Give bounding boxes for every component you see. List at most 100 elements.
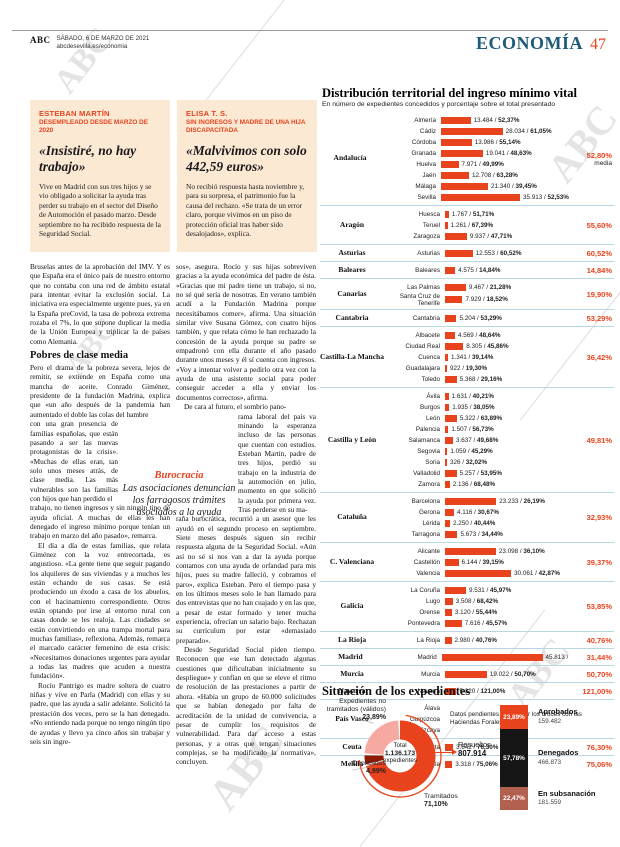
region-group: Castilla-La ManchaAlbacete4.569 / 48,64%…	[320, 326, 614, 387]
bar-pct: 68,42%	[477, 598, 498, 605]
stack-label: En subsanación181.559	[538, 790, 620, 808]
province-row: Tarragona5.673 / 34,44%	[384, 529, 566, 540]
bar	[441, 172, 469, 179]
bar	[445, 609, 452, 616]
media-pct: 53,85%	[566, 602, 614, 611]
bar	[441, 183, 488, 190]
bar-value-label: 922 / 19,30%	[450, 365, 487, 372]
bar	[445, 470, 457, 477]
region-name: Murcia	[320, 670, 384, 679]
province-name: Valencia	[384, 570, 445, 577]
region-name: Andalucía	[320, 154, 380, 163]
bar-pct: 39,14%	[472, 354, 493, 361]
province-name: Barcelona	[384, 498, 445, 505]
bar-pct: 39,45%	[515, 183, 536, 190]
slice-label-duplicados: Duplicados 4,99%	[318, 760, 386, 776]
bar-pct: 18,52%	[486, 296, 507, 303]
bar-pct: 45,57%	[486, 620, 507, 627]
bar-pct: 121,00%	[480, 688, 505, 695]
region-name: Castilla y León	[320, 436, 384, 445]
region-group: MurciaMurcia19.022 / 50,70%50,70%	[320, 665, 614, 682]
site-line[interactable]: abcdesevilla.es/economia	[57, 43, 128, 50]
bar-value-label: 2.980 / 40,76%	[455, 637, 497, 644]
section-title: ECONOMÍA	[476, 33, 583, 53]
province-column: Murcia19.022 / 50,70%	[384, 669, 566, 680]
bar-pct: 53,29%	[480, 315, 501, 322]
media-pct: 39,37%	[566, 558, 614, 567]
province-column: Almería13.484 / 52,37%Cádiz28.034 / 61,0…	[380, 115, 569, 203]
media-pct: 14,84%	[566, 266, 614, 275]
province-name: Murcia	[384, 671, 445, 678]
province-column: Asturias12.553 / 60,52%	[384, 248, 566, 259]
masthead-lines: SÁBADO, 6 DE MARZO DE 2021 abcdesevilla.…	[57, 35, 150, 50]
person-quote: «Insistiré, no hay trabajo»	[39, 143, 161, 174]
article-paragraph: Rocío Pantrigo es madre soltera de cuatr…	[30, 681, 170, 746]
media-pct: 36,42%	[566, 353, 614, 362]
bar-pct: 29,16%	[481, 376, 502, 383]
bar-value-label: 12.708 / 63,28%	[472, 172, 518, 179]
province-name: Orense	[384, 609, 445, 616]
province-row: Segovia1.059 / 45,29%	[384, 446, 566, 457]
bar-pct: 48,63%	[510, 150, 531, 157]
bar	[445, 222, 448, 229]
abc-watermark: ABC	[47, 21, 121, 101]
province-name: Jaén	[380, 172, 441, 179]
stack-label: Aprobados159.482	[538, 708, 620, 726]
pull-quote-text: Las asociaciones denuncian los farragoso…	[118, 483, 240, 519]
article-paragraph: El día a día de estas familias, que rela…	[30, 541, 170, 681]
person-role: DESEMPLEADO DESDE MARZO DE 2020	[39, 119, 161, 135]
province-row: Orense3.120 / 55,44%	[384, 607, 566, 618]
province-name: Valladolid	[384, 470, 445, 477]
bar-value-label: 2.136 / 68,48%	[453, 481, 495, 488]
bar	[445, 284, 466, 291]
date-line: SÁBADO, 6 DE MARZO DE 2021	[57, 35, 150, 42]
region-group: GaliciaLa Coruña9.531 / 45,97%Lugo3.508 …	[320, 581, 614, 631]
province-column: Albacete4.569 / 48,64%Ciudad Real8.305 /…	[384, 330, 566, 385]
testimonial-box: ESTEBAN MARTÍNDESEMPLEADO DESDE MARZO DE…	[30, 100, 170, 252]
province-name: Baleares	[384, 267, 445, 274]
article-paragraph: Desde Seguridad Social piden tiempo. Rec…	[176, 645, 316, 766]
province-row: Lugo3.508 / 68,42%	[384, 596, 566, 607]
bar	[445, 415, 457, 422]
donut-center-line2: 1.136.173	[385, 750, 415, 757]
bar-pct: 38,05%	[473, 404, 494, 411]
bar-value-label: 5.368 / 29,16%	[460, 376, 502, 383]
person-quote: «Malvivimos con solo 442,59 euros»	[186, 143, 308, 174]
bar	[441, 139, 472, 146]
province-name: Pontevedra	[384, 620, 445, 627]
bar	[445, 365, 447, 372]
region-group: C. ValencianaAlicante23.098 / 36,10%Cast…	[320, 542, 614, 581]
bar-pct: 56,73%	[472, 426, 493, 433]
bar-pct: 39,15%	[483, 559, 504, 566]
province-name: Lugo	[384, 598, 445, 605]
testimonial-boxes: ESTEBAN MARTÍNDESEMPLEADO DESDE MARZO DE…	[30, 100, 317, 252]
donut-center-line3: expedientes	[383, 757, 417, 764]
slice-label-tramitados: Tramitados 71,10%	[424, 793, 484, 809]
region-name: Asturias	[320, 249, 384, 258]
bar-pct: 61,05%	[530, 128, 551, 135]
province-column: Huesca1.767 / 51,71%Teruel1.261 / 67,39%…	[384, 209, 566, 242]
media-pct: 121,00%	[566, 687, 614, 696]
bar	[445, 448, 447, 455]
bar	[445, 570, 511, 577]
bar	[441, 150, 483, 157]
bar-value-label: 19.041 / 48,63%	[486, 150, 532, 157]
province-name: Lérida	[384, 520, 445, 527]
province-row: Jaén 12.708 / 63,28%	[380, 170, 569, 181]
region-group: Castilla y LeónÁvila1.631 / 40,21%Burgos…	[320, 387, 614, 492]
province-name: Huesca	[384, 211, 445, 218]
bar-pct: 32,02%	[466, 459, 487, 466]
chart-title: Distribución territorial del ingreso mín…	[322, 86, 577, 101]
bar	[445, 559, 459, 566]
province-name: Zaragoza	[384, 233, 445, 240]
bar-pct: 45,29%	[471, 448, 492, 455]
province-name: León	[384, 415, 445, 422]
province-name: Alicante	[384, 548, 445, 555]
bar	[445, 354, 448, 361]
province-name: Castellón	[384, 559, 445, 566]
person-name: ELISA T. S.	[186, 109, 308, 118]
bar-value-label: 8.305 / 45,86%	[466, 343, 508, 350]
province-row: Granada19.041 / 48,63%	[380, 148, 569, 159]
arrow-icon	[452, 749, 457, 755]
province-name: Teruel	[384, 222, 445, 229]
